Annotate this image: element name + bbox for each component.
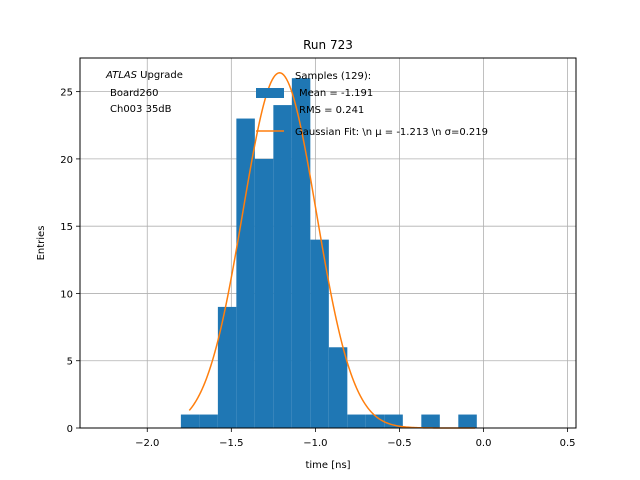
board-label: Board260 [110,88,158,99]
legend-histogram-swatch [256,88,284,98]
histogram-bar [328,347,348,428]
x-tick-label: 0.5 [560,438,576,449]
x-tick-label: −1.0 [303,438,327,449]
histogram-bar [254,158,274,428]
legend-histogram-line-2: Mean = -1.191 [299,88,373,99]
legend: Samples (129): Mean = -1.191 RMS = 0.241… [256,71,488,138]
x-tick-label: −2.0 [135,438,159,449]
y-tick-label: 15 [60,222,73,233]
atlas-annotation: ATLAS Upgrade Board260 Ch003 35dB [105,70,183,115]
y-axis-label: Entries [36,226,47,261]
legend-histogram-line-3: RMS = 0.241 [299,105,364,116]
y-tick-label: 25 [60,88,73,99]
histogram-bar [365,414,385,428]
histogram-bar [384,414,403,428]
x-tick-label: −1.5 [219,438,243,449]
histogram-bar [236,118,255,428]
y-tick-label: 10 [60,289,73,300]
histogram-bar [291,78,311,428]
x-tick-label: −0.5 [387,438,411,449]
plot-frame [79,57,577,429]
atlas-label: ATLAS [105,70,138,81]
legend-histogram-line-1: Samples (129): [295,71,371,82]
histogram-bar [273,105,292,428]
histogram-bars [180,78,477,428]
y-tick-label: 20 [60,155,73,166]
x-axis-label: time [ns] [305,460,350,471]
histogram-bar [347,414,366,428]
histogram-bar [217,306,237,428]
legend-fit-label: Gaussian Fit: \n μ = -1.213 \n σ=0.219 [295,127,488,138]
chart-title: Run 723 [303,38,353,52]
histogram-bar [458,414,477,428]
y-tick-label: 5 [67,357,73,368]
axis-ticks: −2.0 −1.5 −1.0 −0.5 0.0 0.5 0 5 10 15 20 25 [60,88,575,449]
channel-label: Ch003 35dB [110,104,172,115]
upgrade-label: Upgrade [137,70,183,81]
x-tick-label: 0.0 [476,438,492,449]
histogram-bar [199,414,218,428]
svg-text:ATLAS Upgrade: ATLAS Upgrade [105,70,183,81]
histogram-bar [180,414,200,428]
histogram-bar [421,414,440,428]
histogram-bar [310,239,329,428]
y-tick-label: 0 [67,424,73,435]
